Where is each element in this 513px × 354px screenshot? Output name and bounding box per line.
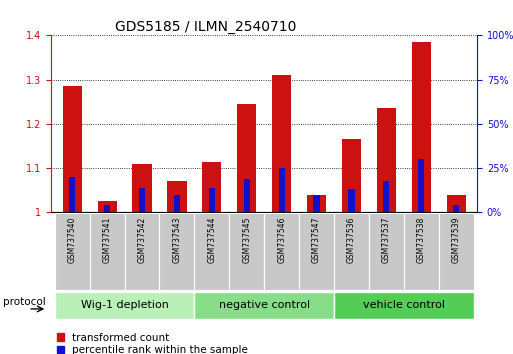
Text: GSM737543: GSM737543 — [172, 216, 182, 263]
Bar — [264, 213, 299, 290]
Bar — [313, 195, 320, 212]
Text: GSM737542: GSM737542 — [137, 216, 147, 263]
Bar — [383, 181, 389, 212]
Bar — [194, 292, 334, 319]
Bar — [446, 195, 466, 212]
Bar — [167, 181, 187, 212]
Bar — [69, 177, 75, 212]
Bar — [342, 139, 361, 212]
Bar — [418, 159, 424, 212]
Bar — [104, 205, 110, 212]
Text: GSM737538: GSM737538 — [417, 216, 426, 263]
Bar — [334, 213, 369, 290]
Bar — [174, 195, 180, 212]
Bar — [299, 213, 334, 290]
Bar — [279, 168, 285, 212]
Bar — [90, 213, 125, 290]
Bar — [439, 213, 473, 290]
Legend: transformed count, percentile rank within the sample: transformed count, percentile rank withi… — [56, 333, 248, 354]
Bar — [272, 75, 291, 212]
Bar — [348, 189, 354, 212]
Text: GSM737537: GSM737537 — [382, 216, 391, 263]
Bar — [229, 213, 264, 290]
Text: GSM737547: GSM737547 — [312, 216, 321, 263]
Text: protocol: protocol — [3, 297, 45, 307]
Text: Wig-1 depletion: Wig-1 depletion — [81, 300, 169, 310]
Bar — [237, 104, 256, 212]
Bar — [55, 292, 194, 319]
Text: GDS5185 / ILMN_2540710: GDS5185 / ILMN_2540710 — [115, 21, 297, 34]
Text: GSM737546: GSM737546 — [277, 216, 286, 263]
Bar — [404, 213, 439, 290]
Bar — [63, 86, 82, 212]
Text: GSM737544: GSM737544 — [207, 216, 216, 263]
Text: negative control: negative control — [219, 300, 310, 310]
Bar — [453, 205, 459, 212]
Bar — [160, 213, 194, 290]
Bar — [132, 164, 152, 212]
Text: GSM737541: GSM737541 — [103, 216, 112, 263]
Bar — [244, 179, 250, 212]
Bar — [97, 201, 117, 212]
Bar — [411, 42, 431, 212]
Bar — [377, 108, 396, 212]
Text: GSM737545: GSM737545 — [242, 216, 251, 263]
Bar — [55, 213, 90, 290]
Bar — [209, 188, 215, 212]
Bar — [307, 195, 326, 212]
Bar — [194, 213, 229, 290]
Bar — [202, 161, 222, 212]
Bar — [334, 292, 473, 319]
Bar — [139, 188, 145, 212]
Text: GSM737539: GSM737539 — [451, 216, 461, 263]
Bar — [369, 213, 404, 290]
Bar — [125, 213, 160, 290]
Text: GSM737536: GSM737536 — [347, 216, 356, 263]
Text: GSM737540: GSM737540 — [68, 216, 77, 263]
Text: vehicle control: vehicle control — [363, 300, 445, 310]
